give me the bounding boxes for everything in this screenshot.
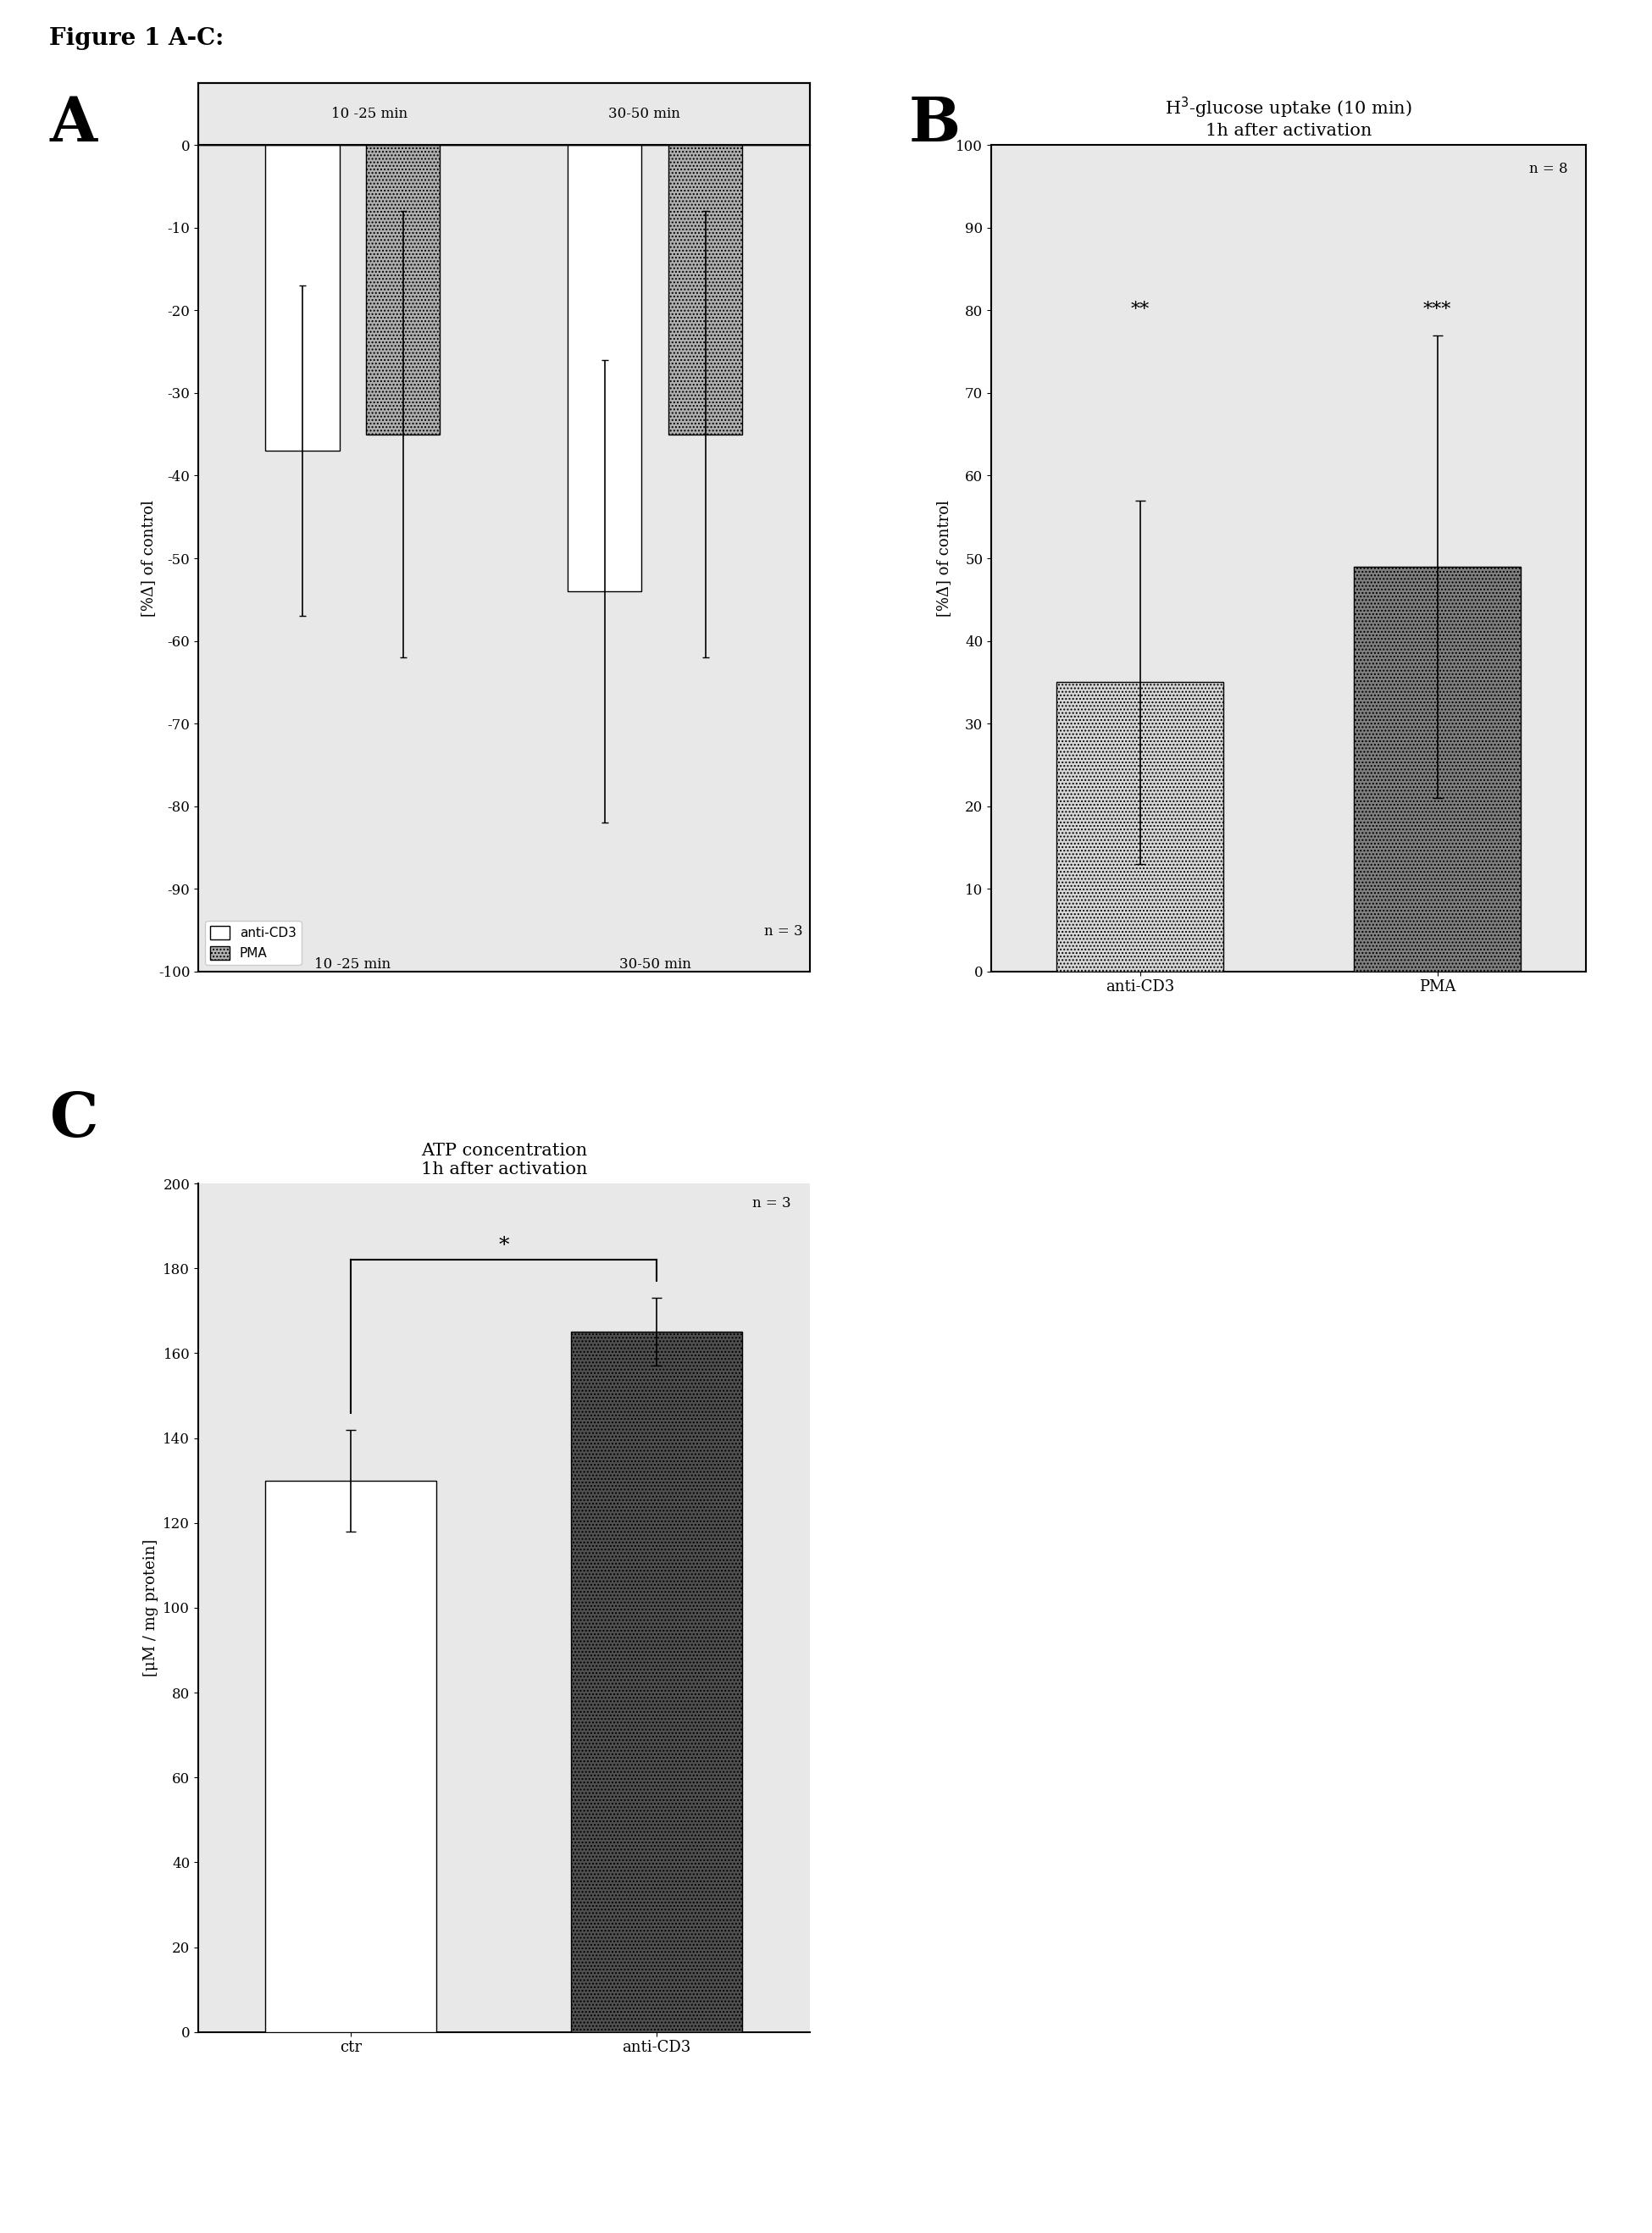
- Text: **: **: [1130, 301, 1150, 319]
- Text: Figure 1 A-C:: Figure 1 A-C:: [50, 27, 225, 49]
- Y-axis label: [%Δ] of control: [%Δ] of control: [937, 500, 952, 616]
- Bar: [266, 145, 339, 451]
- Text: C: C: [50, 1090, 97, 1150]
- Text: 10 -25 min: 10 -25 min: [330, 107, 408, 121]
- Text: A: A: [50, 94, 97, 154]
- Y-axis label: [%Δ] of control: [%Δ] of control: [140, 500, 155, 616]
- Bar: [669, 145, 742, 433]
- Bar: [266, 1480, 436, 2032]
- Title: H$^3$-glucose uptake (10 min)
1h after activation: H$^3$-glucose uptake (10 min) 1h after a…: [1165, 96, 1412, 138]
- Title: Decrease in mitochondrial
respiratory rate
Time after activation: Decrease in mitochondrial respiratory ra…: [385, 85, 623, 138]
- Bar: [1057, 683, 1222, 971]
- Text: B: B: [909, 94, 960, 154]
- Text: *: *: [499, 1237, 509, 1255]
- Text: 30-50 min: 30-50 min: [608, 107, 681, 121]
- Bar: [1355, 567, 1520, 971]
- Bar: [572, 1331, 742, 2032]
- Text: ***: ***: [1422, 301, 1452, 319]
- Bar: [568, 145, 641, 592]
- Legend: anti-CD3, PMA: anti-CD3, PMA: [205, 920, 301, 965]
- Text: n = 3: n = 3: [753, 1197, 791, 1210]
- Text: 30-50 min: 30-50 min: [620, 958, 691, 971]
- Text: n = 8: n = 8: [1530, 161, 1568, 176]
- Y-axis label: [μM / mg protein]: [μM / mg protein]: [144, 1539, 159, 1677]
- Text: n = 3: n = 3: [765, 924, 803, 938]
- Title: ATP concentration
1h after activation: ATP concentration 1h after activation: [421, 1143, 586, 1177]
- Bar: [367, 145, 439, 433]
- Text: 10 -25 min: 10 -25 min: [314, 958, 392, 971]
